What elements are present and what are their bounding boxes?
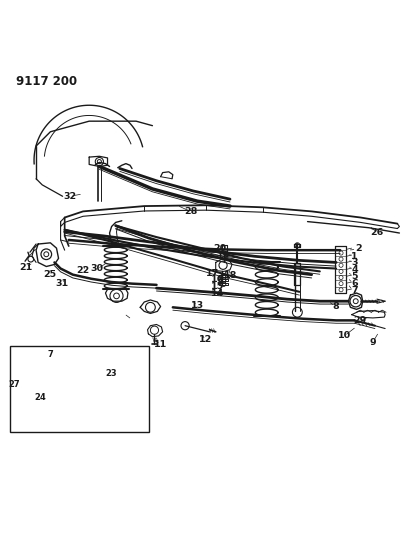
Text: 22: 22 [76,266,90,276]
Text: 11: 11 [154,340,167,349]
Text: 27: 27 [9,379,20,389]
Text: 17: 17 [206,269,219,278]
Text: 29: 29 [353,316,367,325]
Text: 18: 18 [224,271,238,280]
Text: 10: 10 [338,332,351,341]
Text: 1: 1 [351,252,358,261]
Text: 3: 3 [351,258,358,267]
Text: 28: 28 [185,207,198,216]
Text: 32: 32 [63,192,76,201]
Text: 5: 5 [351,272,358,281]
Text: 15: 15 [211,282,224,291]
Text: 31: 31 [55,279,68,288]
Text: 20: 20 [213,244,226,253]
Text: 30: 30 [91,264,104,273]
Text: 12: 12 [199,335,212,344]
Bar [10,346,149,432]
Text: 16: 16 [211,276,224,285]
Text: 19: 19 [217,251,231,260]
Text: 14: 14 [211,288,224,297]
Text: 4: 4 [351,265,358,274]
Text: 9: 9 [369,337,376,346]
Text: 7: 7 [48,350,53,359]
Text: 13: 13 [191,301,204,310]
Text: 7: 7 [351,286,358,295]
Text: 24: 24 [34,393,46,402]
Text: 8: 8 [333,302,339,311]
Text: 23: 23 [105,369,117,378]
Text: 6: 6 [351,279,358,288]
Text: 9117 200: 9117 200 [16,75,77,87]
Text: 26: 26 [370,228,383,237]
Text: 25: 25 [43,270,56,279]
Text: 2: 2 [355,244,362,253]
Text: 21: 21 [19,263,32,272]
